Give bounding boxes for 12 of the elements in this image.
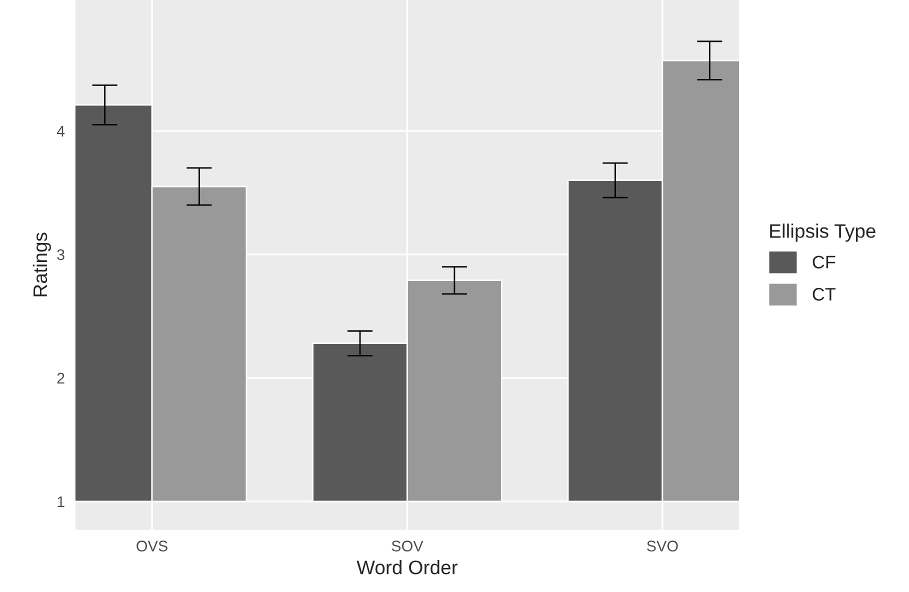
x-tick-label: SVO bbox=[647, 540, 678, 552]
x-tick-label: OVS bbox=[136, 540, 168, 552]
legend-title: Ellipsis Type bbox=[770, 224, 876, 242]
x-axis-title: Word Order bbox=[356, 560, 458, 574]
y-tick-label: 1 bbox=[58, 496, 64, 507]
legend-label: CF bbox=[812, 256, 836, 268]
y-tick-label: 4 bbox=[56, 126, 65, 136]
y-tick-label: 3 bbox=[57, 249, 64, 260]
y-axis-title: Ratings bbox=[32, 232, 51, 296]
y-tick-label: 2 bbox=[57, 372, 64, 384]
x-tick-label: SOV bbox=[392, 540, 424, 552]
legend-label: CT bbox=[812, 288, 836, 301]
